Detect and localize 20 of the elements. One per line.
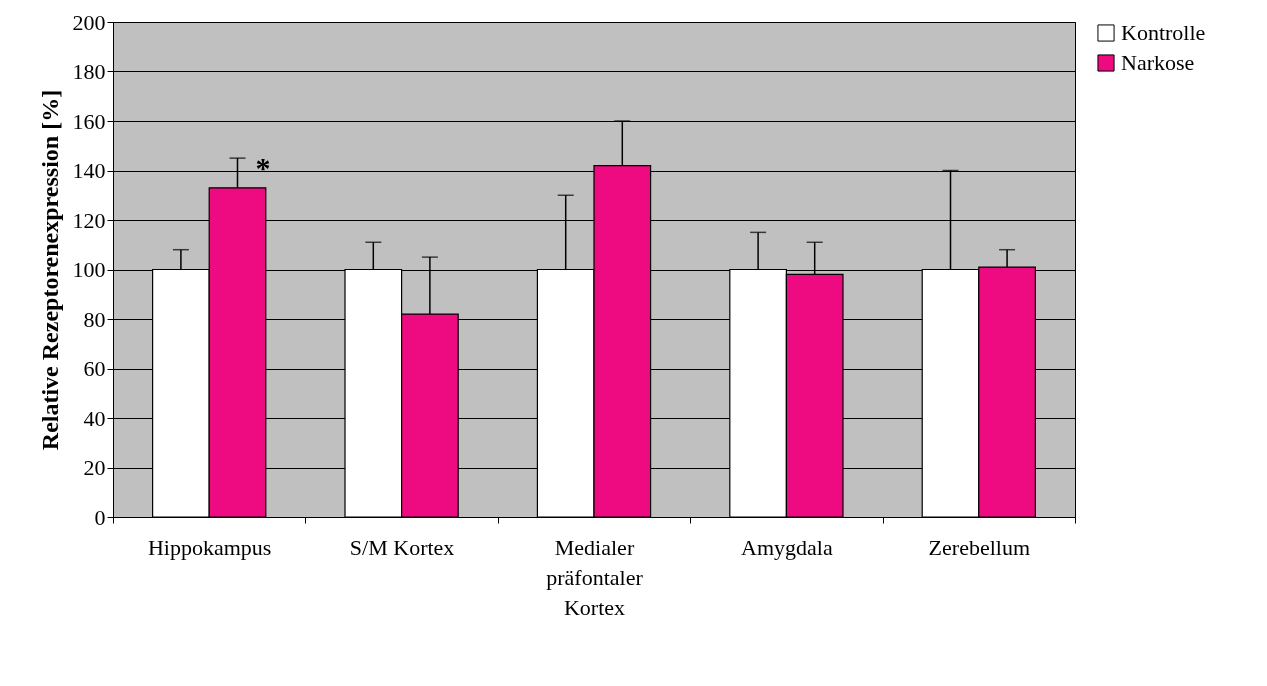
x-tick-label: Hippokampus [147, 534, 272, 560]
y-tick-label: 20 [83, 455, 106, 480]
legend-label: Kontrolle [1121, 20, 1206, 45]
y-tick-label: 200 [72, 9, 106, 35]
legend-label: Narkose [1121, 50, 1195, 75]
x-tick-label: Zerebellum [928, 534, 1030, 560]
y-tick-label: 40 [83, 405, 106, 431]
y-tick-label: 160 [72, 108, 106, 134]
x-tick-label: Amygdala [741, 534, 833, 560]
y-axis-title: Relative Rezeptorenexpression [%] [36, 89, 63, 451]
annotation: * [255, 151, 271, 184]
y-tick-label: 140 [72, 158, 106, 183]
x-tick-label: S/M Kortex [349, 534, 455, 560]
y-tick-label: 120 [72, 207, 106, 233]
x-tick-label: Medialer präfontaler Kortex [546, 534, 644, 620]
y-tick-label: 180 [72, 59, 106, 84]
y-tick-label: 80 [83, 306, 106, 332]
y-tick-label: 60 [83, 356, 106, 381]
y-tick-label: 100 [72, 257, 106, 282]
y-tick-label: 0 [94, 504, 106, 530]
